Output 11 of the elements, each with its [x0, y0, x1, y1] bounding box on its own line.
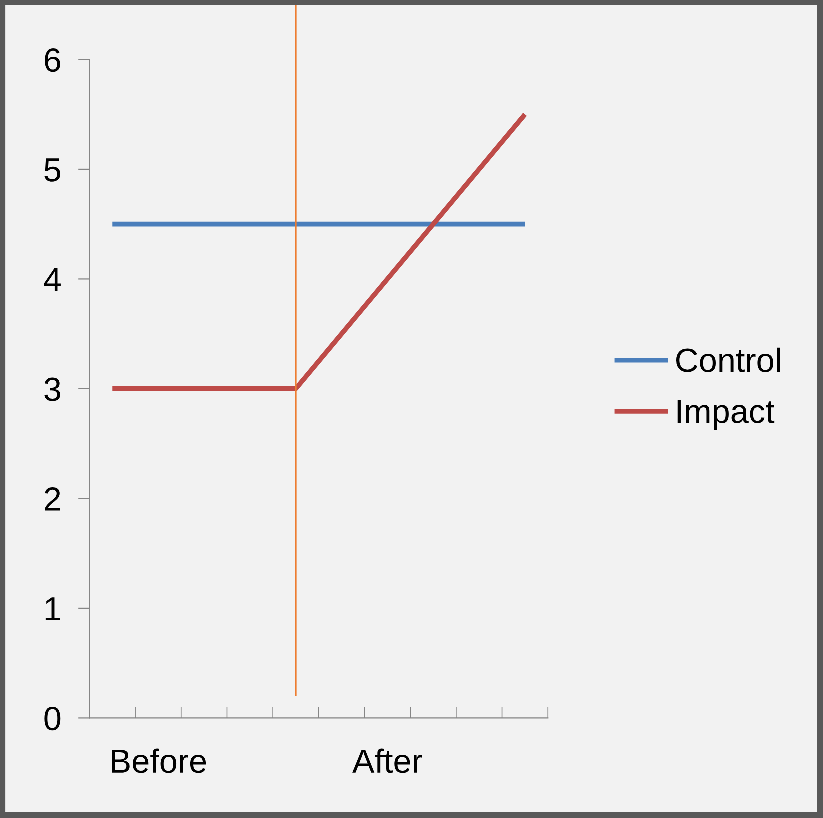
y-tick-label: 4 — [44, 268, 61, 292]
legend-label: Impact — [678, 400, 775, 430]
legend-label: Control — [676, 348, 780, 372]
y-tick-label: 0 — [44, 707, 61, 731]
y-tick-label: 5 — [44, 158, 61, 182]
x-tick-label: After — [352, 748, 422, 774]
y-tick-label: 6 — [45, 48, 60, 72]
y-tick-label: 2 — [45, 488, 60, 511]
x-tick-label: Before — [112, 748, 206, 774]
y-tick-label: 3 — [44, 378, 60, 402]
y-tick-label: 1 — [46, 598, 60, 621]
